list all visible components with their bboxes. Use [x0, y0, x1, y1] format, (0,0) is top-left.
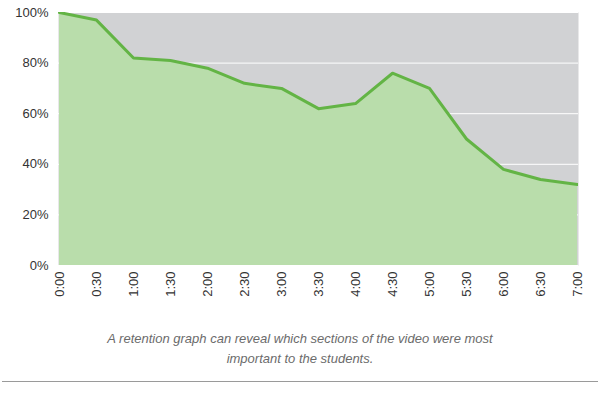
- svg-text:1:30: 1:30: [163, 272, 178, 297]
- svg-text:5:00: 5:00: [422, 272, 437, 297]
- svg-text:6:00: 6:00: [496, 272, 511, 297]
- svg-text:6:30: 6:30: [533, 272, 548, 297]
- svg-text:2:30: 2:30: [237, 272, 252, 297]
- svg-text:4:00: 4:00: [348, 272, 363, 297]
- svg-text:100%: 100%: [15, 5, 49, 20]
- svg-text:5:30: 5:30: [459, 272, 474, 297]
- svg-text:0%: 0%: [30, 258, 49, 273]
- svg-text:80%: 80%: [22, 55, 48, 70]
- html-text:A retention graph can reveal w: A retention graph can reveal which secti…: [107, 331, 493, 366]
- svg-text:4:30: 4:30: [385, 272, 400, 297]
- svg-text:3:00: 3:00: [274, 272, 289, 297]
- svg-text:40%: 40%: [22, 156, 48, 171]
- svg-text:0:00: 0:00: [52, 272, 67, 297]
- svg-text:2:00: 2:00: [200, 272, 215, 297]
- svg-text:3:30: 3:30: [311, 272, 326, 297]
- svg-text:0:30: 0:30: [89, 272, 104, 297]
- svg-text:60%: 60%: [22, 106, 48, 121]
- svg-text:7:00: 7:00: [570, 272, 585, 297]
- svg-text:1:00: 1:00: [126, 272, 141, 297]
- svg-text:20%: 20%: [22, 207, 48, 222]
